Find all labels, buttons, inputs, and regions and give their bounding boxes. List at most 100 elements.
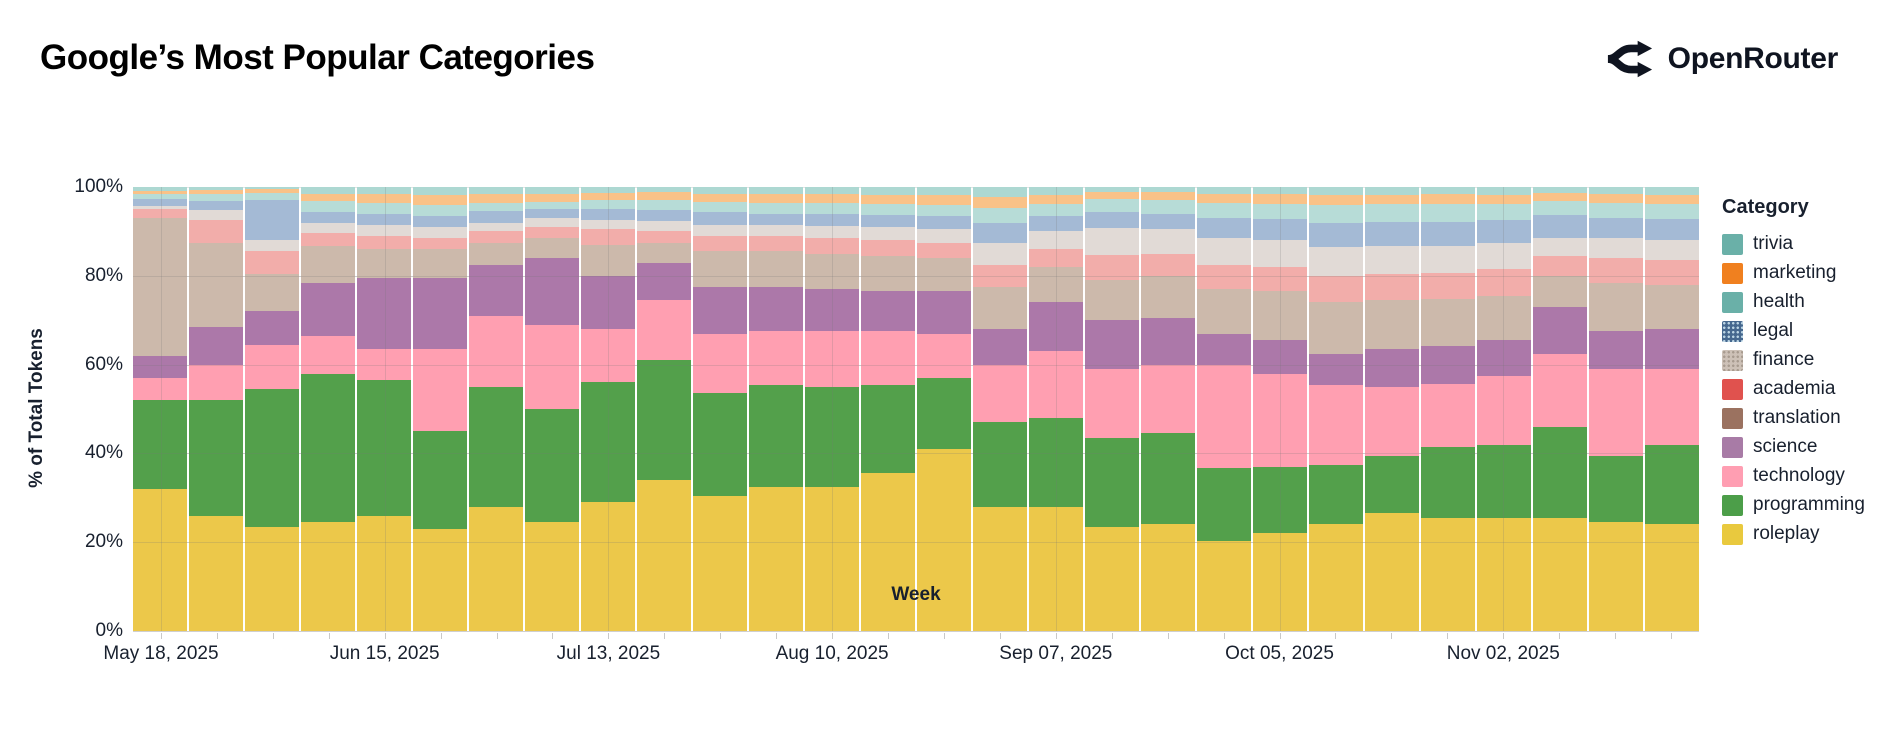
segment-translation[interactable] [581,244,635,276]
segment-technology[interactable] [1253,373,1307,467]
segment-science[interactable] [1477,340,1531,376]
segment-health[interactable] [1589,203,1643,219]
segment-marketing[interactable] [1141,192,1195,200]
segment-roleplay[interactable] [1421,517,1475,631]
segment-finance[interactable] [525,218,579,227]
segment-academia[interactable] [1253,266,1307,292]
segment-roleplay[interactable] [805,486,859,631]
segment-programming[interactable] [1645,444,1699,525]
segment-technology[interactable] [1309,384,1363,465]
segment-translation[interactable] [1421,299,1475,346]
segment-roleplay[interactable] [413,528,467,631]
segment-legal[interactable] [189,201,243,211]
segment-health[interactable] [301,201,355,212]
segment-finance[interactable] [1421,246,1475,273]
segment-trivia[interactable] [1309,187,1363,195]
segment-marketing[interactable] [189,190,243,195]
segment-health[interactable] [1029,203,1083,216]
segment-trivia[interactable] [1645,187,1699,195]
bar-week-3[interactable] [245,187,299,631]
segment-trivia[interactable] [357,187,411,194]
segment-technology[interactable] [581,329,635,383]
segment-translation[interactable] [1533,275,1587,307]
bar-week-10[interactable] [637,187,691,631]
segment-science[interactable] [357,278,411,350]
segment-academia[interactable] [1309,275,1363,303]
segment-roleplay[interactable] [1253,533,1307,631]
segment-translation[interactable] [637,242,691,263]
segment-marketing[interactable] [1253,194,1307,204]
segment-legal[interactable] [973,222,1027,243]
segment-science[interactable] [861,291,915,332]
segment-programming[interactable] [1589,455,1643,523]
segment-science[interactable] [1309,353,1363,385]
segment-finance[interactable] [917,229,971,243]
segment-trivia[interactable] [1365,187,1419,195]
segment-finance[interactable] [749,224,803,236]
bar-week-12[interactable] [749,187,803,631]
segment-legal[interactable] [245,199,299,241]
segment-marketing[interactable] [133,190,187,195]
segment-marketing[interactable] [1421,194,1475,204]
segment-roleplay[interactable] [917,448,971,631]
segment-technology[interactable] [637,300,691,361]
segment-finance[interactable] [1029,231,1083,250]
segment-marketing[interactable] [749,194,803,203]
segment-academia[interactable] [1365,273,1419,301]
segment-academia[interactable] [693,235,747,252]
segment-finance[interactable] [469,222,523,232]
segment-programming[interactable] [693,393,747,496]
segment-academia[interactable] [357,235,411,250]
segment-science[interactable] [637,262,691,301]
segment-trivia[interactable] [581,187,635,193]
segment-trivia[interactable] [469,187,523,195]
segment-science[interactable] [749,286,803,332]
segment-translation[interactable] [973,286,1027,330]
segment-programming[interactable] [1421,446,1475,518]
segment-legal[interactable] [133,199,187,207]
segment-roleplay[interactable] [469,506,523,631]
segment-science[interactable] [1645,329,1699,370]
segment-trivia[interactable] [245,187,299,190]
segment-legal[interactable] [1589,218,1643,239]
segment-health[interactable] [133,194,187,200]
segment-science[interactable] [917,291,971,334]
segment-science[interactable] [413,278,467,350]
segment-technology[interactable] [1365,386,1419,456]
segment-science[interactable] [1589,331,1643,370]
segment-legal[interactable] [1365,221,1419,246]
segment-legal[interactable] [413,215,467,228]
segment-translation[interactable] [1589,282,1643,332]
segment-science[interactable] [1533,306,1587,354]
segment-roleplay[interactable] [1197,540,1251,631]
segment-trivia[interactable] [1085,187,1139,192]
segment-legal[interactable] [1029,215,1083,232]
bar-week-15[interactable] [917,187,971,631]
bar-week-9[interactable] [581,187,635,631]
segment-finance[interactable] [245,240,299,252]
segment-technology[interactable] [1085,369,1139,438]
segment-programming[interactable] [189,400,243,516]
segment-science[interactable] [581,275,635,330]
segment-academia[interactable] [525,227,579,239]
segment-programming[interactable] [917,377,971,449]
segment-science[interactable] [1197,333,1251,365]
segment-technology[interactable] [1645,369,1699,445]
segment-marketing[interactable] [413,194,467,205]
segment-roleplay[interactable] [1309,524,1363,631]
segment-programming[interactable] [1477,444,1531,518]
segment-legal[interactable] [469,211,523,223]
segment-technology[interactable] [1029,351,1083,418]
bar-week-21[interactable] [1253,187,1307,631]
bar-week-13[interactable] [805,187,859,631]
legend-item-science[interactable]: science [1722,436,1872,458]
segment-finance[interactable] [133,206,187,210]
segment-legal[interactable] [805,213,859,226]
segment-academia[interactable] [749,235,803,252]
segment-translation[interactable] [357,249,411,279]
segment-finance[interactable] [1533,238,1587,256]
segment-science[interactable] [1085,320,1139,370]
legend-item-trivia[interactable]: trivia [1722,233,1872,255]
segment-trivia[interactable] [413,187,467,195]
legend-item-programming[interactable]: programming [1722,494,1872,516]
